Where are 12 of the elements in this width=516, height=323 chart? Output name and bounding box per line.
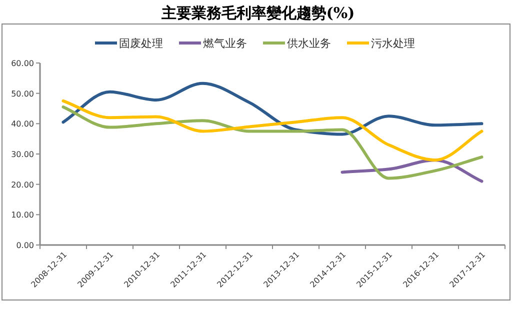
chart-title: 主要業務毛利率變化趨勢(%) (160, 4, 355, 22)
legend-label: 污水处理 (371, 37, 415, 50)
y-tick-label: 40.00 (11, 120, 34, 129)
y-tick-label: 30.00 (11, 150, 34, 159)
y-tick-label: 60.00 (11, 59, 34, 68)
y-tick-label: 0.00 (16, 241, 34, 250)
legend-label: 固废处理 (119, 37, 163, 50)
legend-label: 燃气业务 (203, 37, 247, 50)
y-tick-label: 50.00 (11, 89, 34, 98)
y-tick-label: 10.00 (11, 210, 34, 220)
legend-label: 供水业务 (287, 37, 331, 50)
y-tick-label: 20.00 (11, 180, 34, 190)
